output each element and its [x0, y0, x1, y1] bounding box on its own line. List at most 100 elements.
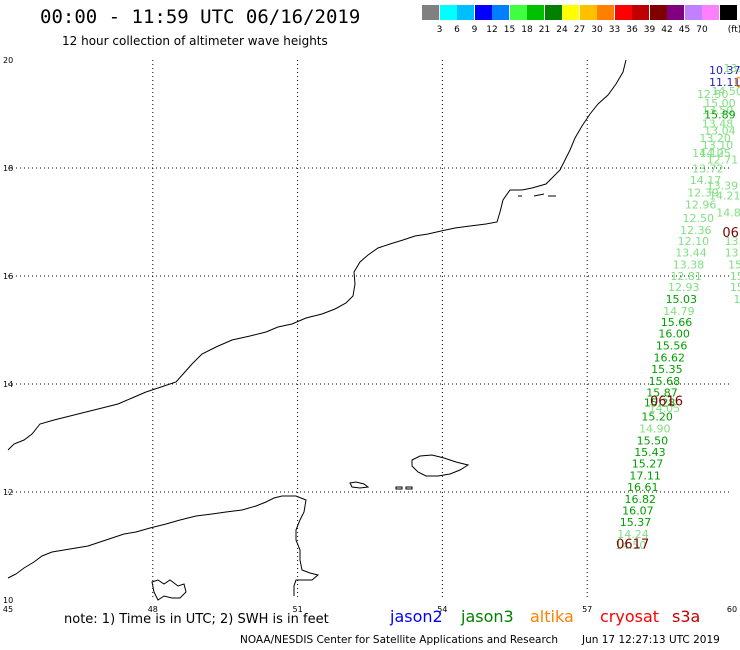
axis-labels: 45 48 51 54 57 60 20 18 16 14 12 10: [3, 56, 737, 614]
scale-label: 42: [661, 25, 673, 35]
wave-reading: 15.03: [666, 293, 698, 306]
lat-label: 20: [3, 56, 13, 65]
wave-reading: 15.66: [661, 316, 693, 329]
wave-reading: 13.44: [675, 247, 707, 260]
wave-reading: 15.89: [704, 108, 736, 121]
map-subtitle: 12 hour collection of altimeter wave hei…: [62, 34, 328, 48]
wave-reading: 15.87: [646, 386, 678, 399]
lat-label: 16: [3, 272, 13, 281]
wave-reading: 13.3: [725, 247, 740, 260]
wave-reading: 13.39: [707, 180, 739, 193]
pass-label: 0617: [616, 538, 649, 553]
wave-reading: 14.50: [615, 539, 647, 552]
wave-reading: 15.00: [704, 97, 736, 110]
wave-reading: 13.38: [673, 258, 705, 271]
scale-label: 21: [538, 25, 551, 35]
wave-reading: 13.43: [723, 62, 740, 75]
scale-swatch: [509, 5, 527, 20]
scale-label: 12: [486, 25, 498, 35]
pass-labels: 0615 0616 0617 01: [616, 76, 740, 553]
wave-reading: 16.61: [627, 481, 659, 494]
wave-reading: 12.71: [707, 154, 739, 167]
pass-label: 01: [734, 76, 740, 91]
wave-reading: 12.81: [670, 270, 702, 283]
wave-reading: 16.62: [654, 351, 686, 364]
wave-reading: 16.00: [658, 328, 690, 341]
scale-label: 9: [471, 25, 478, 35]
scale-label: 27: [573, 25, 586, 35]
arabian-coastline: [7, 59, 627, 451]
wave-reading: 11.11: [709, 76, 740, 89]
wave-reading: 14.21: [709, 189, 740, 202]
scale-swatch: [474, 5, 492, 20]
scale-label: 3: [436, 25, 443, 35]
note-text: note: 1) Time is in UTC; 2) SWH is in fe…: [64, 612, 329, 627]
lon-label: 51: [293, 605, 303, 614]
wave-reading: 14.17: [690, 174, 722, 187]
scale-unit-label: (ft): [727, 25, 740, 35]
wave-reading: 17.11: [629, 470, 661, 483]
wave-reading: 15.35: [651, 363, 683, 376]
scale-swatch: [719, 5, 737, 20]
wave-reading: 14.10: [692, 147, 724, 160]
footer-credit: NOAA/NESDIS Center for Satellite Applica…: [240, 634, 558, 646]
wave-reading: 13.04: [704, 125, 736, 138]
scale-swatch: [632, 5, 649, 20]
wave-reading: 14.25: [699, 147, 731, 160]
darsa-island: [405, 486, 413, 490]
lon-label: 45: [3, 605, 13, 614]
wave-reading: 15.: [728, 258, 740, 271]
wave-reading: 13.48: [702, 118, 734, 131]
wave-reading: 16.82: [625, 493, 657, 506]
wave-reading: 13.10: [702, 139, 734, 152]
scale-label: 6: [454, 25, 460, 35]
wave-reading: 14.05: [649, 402, 681, 415]
wave-reading: 13.50: [702, 104, 734, 117]
sawabi-islands: [151, 579, 187, 601]
wave-reading: 15.50: [637, 434, 669, 447]
scale-swatch: [562, 5, 579, 20]
scale-swatch: [667, 5, 684, 20]
lon-label: 57: [582, 605, 592, 614]
satellite-s3a: s3a: [672, 607, 701, 626]
lon-label: 48: [148, 605, 158, 614]
scale-swatch: [614, 5, 632, 20]
wave-reading: 16.07: [622, 505, 654, 518]
satellite-cryosat: cryosat: [600, 607, 660, 626]
pass-label: 0616: [650, 395, 683, 410]
samha-island: [395, 486, 403, 490]
wave-reading: 12.50: [682, 212, 714, 225]
kuria-muria-islands: [518, 193, 556, 197]
wave-reading: 12.96: [685, 199, 717, 212]
wave-reading: 14.89: [716, 207, 740, 220]
lat-lon-grid: [8, 60, 732, 600]
wave-reading: 12.93: [668, 281, 700, 294]
satellite-altika: altika: [530, 607, 574, 626]
wave-reading: 13.7: [725, 235, 740, 248]
wave-reading: 12.50: [697, 88, 729, 101]
lat-label: 18: [3, 164, 13, 173]
wave-reading: 15.37: [620, 516, 652, 529]
african-coastline: [7, 495, 320, 596]
wave-reading: 12.10: [678, 235, 710, 248]
scale-swatch: [492, 5, 509, 20]
footer-date: Jun 17 12:27:13 UTC 2019: [582, 634, 720, 646]
scale-swatch: [649, 5, 667, 20]
wave-reading: 13.72: [692, 162, 724, 175]
wave-reading: 14.24: [617, 528, 649, 541]
wave-reading: 14.79: [663, 305, 695, 318]
map-title: 00:00 - 11:59 UTC 06/16/2019: [40, 6, 361, 28]
wave-reading: 15.43: [634, 446, 666, 459]
scale-label: 45: [678, 25, 691, 35]
scale-swatch: [544, 5, 562, 20]
wave-reading: 15: [730, 281, 740, 294]
scale-label: 15: [503, 25, 516, 35]
wave-reading: 15.56: [656, 339, 688, 352]
scale-swatch: [457, 5, 474, 20]
lat-label: 12: [3, 488, 13, 497]
wave-reading: 13.20: [699, 132, 731, 145]
pass-label: 0615: [722, 226, 740, 241]
scale-swatch: [684, 5, 702, 20]
scale-swatch: [527, 5, 544, 20]
scale-swatch: [597, 5, 614, 20]
